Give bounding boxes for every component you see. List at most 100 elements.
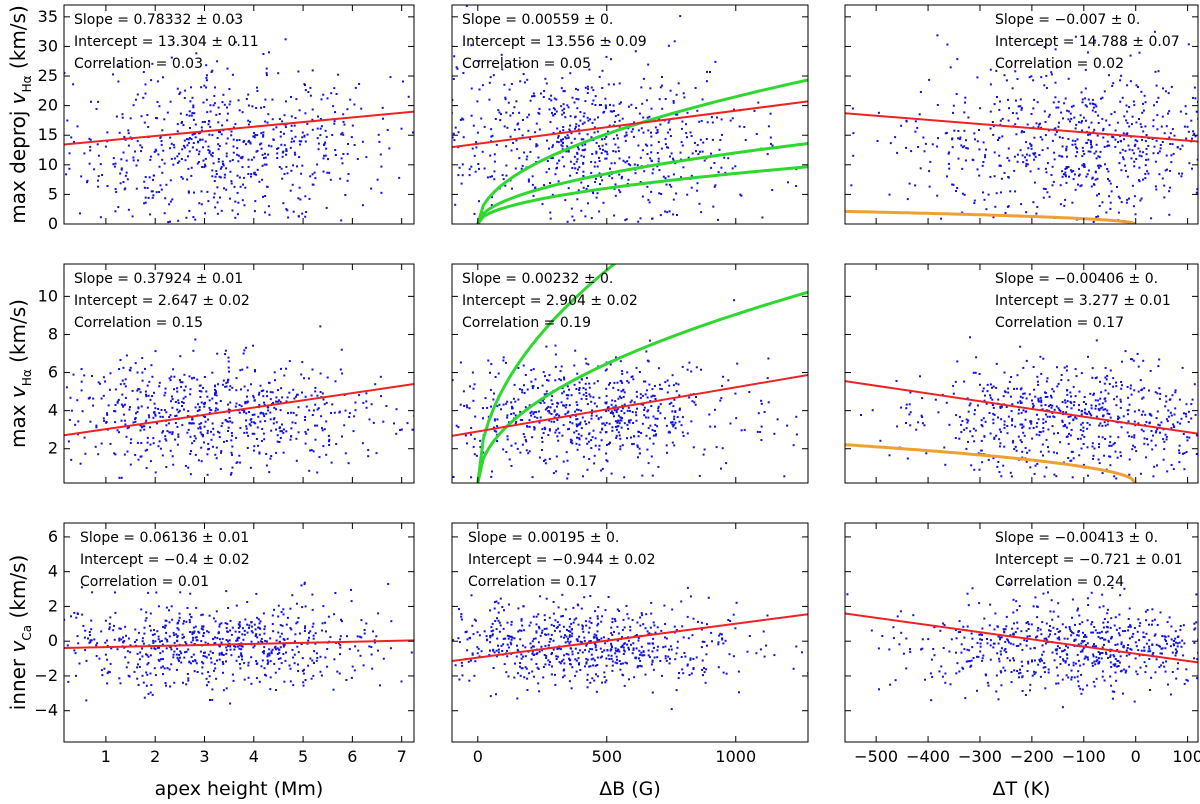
data-point xyxy=(242,183,244,186)
data-point xyxy=(245,431,248,434)
data-point xyxy=(490,475,493,478)
data-point xyxy=(243,176,246,179)
data-point xyxy=(973,199,976,202)
data-point xyxy=(377,133,380,136)
data-point xyxy=(998,154,1001,157)
data-point xyxy=(575,160,578,163)
data-point xyxy=(165,183,168,186)
data-point xyxy=(188,621,191,624)
data-point xyxy=(99,382,101,385)
data-point xyxy=(208,133,211,136)
data-point xyxy=(325,401,328,404)
data-point xyxy=(1098,164,1101,167)
data-point xyxy=(225,627,228,630)
data-point xyxy=(430,197,432,199)
data-point xyxy=(129,366,132,369)
data-point xyxy=(149,672,152,675)
data-point xyxy=(1011,418,1014,420)
data-point xyxy=(586,468,589,471)
data-point xyxy=(605,401,608,404)
data-point xyxy=(1013,169,1016,172)
data-point xyxy=(119,359,122,361)
data-point xyxy=(995,362,998,365)
data-point xyxy=(667,121,670,124)
data-point xyxy=(255,107,258,109)
data-point xyxy=(184,395,187,398)
data-point xyxy=(896,425,899,428)
data-point xyxy=(358,180,360,182)
data-point xyxy=(1074,395,1077,398)
data-point xyxy=(206,429,209,432)
data-point xyxy=(1070,395,1072,398)
data-point xyxy=(475,146,478,149)
data-point xyxy=(1069,415,1072,418)
data-point xyxy=(1183,468,1186,471)
data-point xyxy=(543,90,546,92)
correlation-label: Correlation = 0.19 xyxy=(462,315,591,331)
data-point xyxy=(510,83,513,85)
data-point xyxy=(544,375,546,378)
data-point xyxy=(657,367,660,370)
data-point xyxy=(151,190,154,193)
data-point xyxy=(300,584,303,587)
orange-curve xyxy=(845,443,1137,483)
data-point xyxy=(246,395,248,398)
data-point xyxy=(156,646,159,649)
data-point xyxy=(327,158,329,161)
data-point xyxy=(664,381,667,384)
data-point xyxy=(255,677,258,680)
data-point xyxy=(556,162,559,165)
data-point xyxy=(214,390,217,393)
data-point xyxy=(672,384,675,387)
data-point xyxy=(1056,66,1058,69)
data-point xyxy=(219,131,222,133)
data-point xyxy=(522,433,525,435)
data-point xyxy=(609,110,612,113)
data-point xyxy=(542,96,545,98)
data-point xyxy=(332,688,335,691)
data-point xyxy=(283,173,286,175)
data-point xyxy=(192,142,195,144)
data-point xyxy=(1156,410,1159,413)
data-point xyxy=(633,401,636,404)
data-point xyxy=(1171,143,1174,146)
data-point xyxy=(614,183,617,186)
data-point xyxy=(163,667,166,670)
data-point xyxy=(200,190,203,193)
data-point xyxy=(669,128,671,131)
data-point xyxy=(252,344,254,347)
data-point xyxy=(269,411,272,414)
data-point xyxy=(1078,173,1081,176)
data-point xyxy=(609,167,611,170)
data-point xyxy=(106,644,109,647)
data-point xyxy=(491,470,493,473)
data-point xyxy=(1144,177,1147,180)
data-point xyxy=(510,413,513,415)
data-point xyxy=(588,421,591,424)
data-point xyxy=(236,147,239,150)
data-point xyxy=(116,401,119,404)
data-point xyxy=(386,129,389,131)
data-point xyxy=(145,395,148,398)
data-point xyxy=(554,173,557,176)
data-point xyxy=(334,592,337,594)
data-point xyxy=(122,405,124,408)
data-point xyxy=(1072,419,1075,422)
data-point xyxy=(198,150,201,153)
data-point xyxy=(491,134,494,137)
data-point xyxy=(351,124,354,127)
data-point xyxy=(227,420,230,423)
data-point xyxy=(1023,434,1026,437)
data-point xyxy=(738,125,741,128)
data-point xyxy=(1169,132,1172,135)
data-point xyxy=(470,87,473,90)
data-point xyxy=(521,119,524,121)
data-point xyxy=(441,141,443,143)
data-point xyxy=(1165,435,1168,438)
data-point xyxy=(221,383,224,386)
data-point xyxy=(211,169,214,172)
data-point xyxy=(260,106,263,109)
data-point xyxy=(1037,383,1040,386)
data-point xyxy=(614,194,617,197)
data-point xyxy=(922,136,925,139)
